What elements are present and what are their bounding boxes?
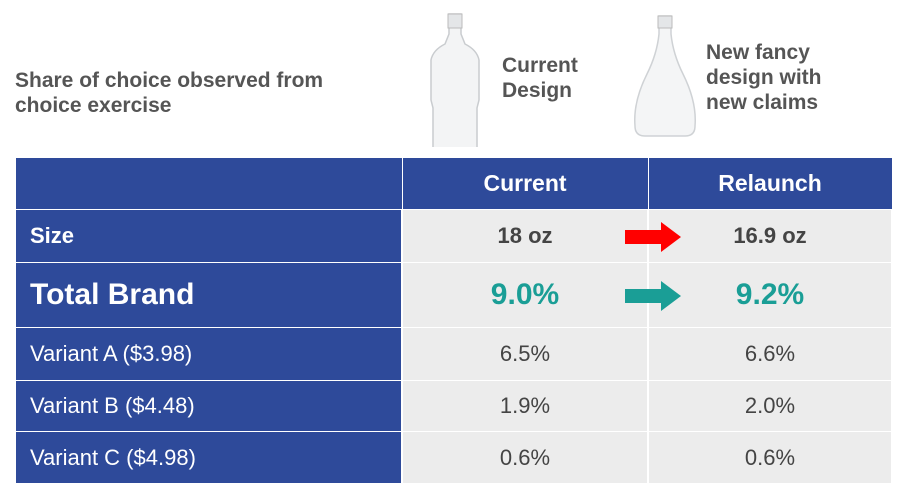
cell: 6.5%	[401, 327, 649, 381]
cell: 6.6%	[647, 327, 893, 381]
results-table: Current Relaunch Size 18 oz 16.9 oz Tota…	[15, 157, 893, 484]
design-label: Current Design	[502, 54, 578, 102]
row-label: Variant B ($4.48)	[15, 380, 403, 432]
cell: 9.2%	[647, 262, 893, 328]
row-label: Variant A ($3.98)	[15, 327, 403, 381]
cell: 2.0%	[647, 380, 893, 432]
arrow-red	[625, 222, 681, 252]
arrow-teal	[625, 281, 681, 311]
bottle-new	[634, 15, 696, 137]
cell: 1.9%	[401, 380, 649, 432]
design-label: New fancy design with new claims	[706, 41, 822, 114]
row-label: Variant C ($4.98)	[15, 431, 403, 484]
cell: 0.6%	[401, 431, 649, 484]
header-cell: Current	[401, 157, 649, 210]
header-cell: Relaunch	[647, 157, 893, 210]
title: Share of choice observed from choice exe…	[15, 69, 324, 117]
row-label: Total Brand	[15, 262, 403, 328]
cell: 9.0%	[401, 262, 649, 328]
cell: 0.6%	[647, 431, 893, 484]
header-cell	[15, 157, 403, 210]
cell: 18 oz	[401, 209, 649, 263]
bottle-current	[430, 13, 480, 147]
cell: 16.9 oz	[647, 209, 893, 263]
row-label: Size	[15, 209, 403, 263]
